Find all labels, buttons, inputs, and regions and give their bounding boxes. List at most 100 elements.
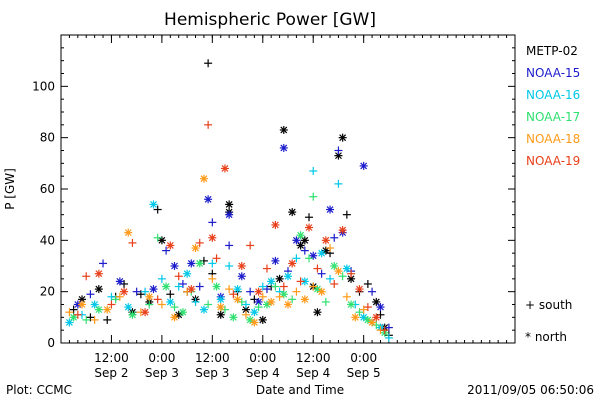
data-point <box>275 274 284 283</box>
data-point <box>271 220 280 229</box>
data-point <box>342 292 351 301</box>
data-point <box>338 226 347 235</box>
y-tick-label: 40 <box>40 233 55 247</box>
data-point <box>372 313 381 322</box>
data-point <box>191 244 200 253</box>
data-point <box>309 192 318 201</box>
data-point <box>376 303 385 312</box>
x-tick-label-date: Sep 4 <box>296 366 330 380</box>
data-point <box>233 285 242 294</box>
plot-timestamp: 2011/09/05 06:50:06 <box>467 383 594 397</box>
plot-source-label: Plot: CCMC <box>6 383 72 397</box>
data-point <box>237 272 246 281</box>
data-point <box>157 274 166 283</box>
y-tick-label: 60 <box>40 182 55 196</box>
data-point <box>355 308 364 317</box>
x-tick-label-date: Sep 5 <box>347 366 381 380</box>
data-point <box>233 295 242 304</box>
data-point <box>296 241 305 250</box>
data-point <box>258 282 267 291</box>
x-tick-label-date: Sep 3 <box>145 366 179 380</box>
data-point <box>250 295 259 304</box>
data-point <box>195 238 204 247</box>
data-point <box>317 249 326 258</box>
data-point <box>204 120 213 129</box>
data-point <box>284 300 292 309</box>
data-point <box>128 238 137 247</box>
data-point <box>275 292 284 301</box>
data-point <box>372 297 381 306</box>
data-point <box>174 272 183 281</box>
y-tick-label: 80 <box>40 131 55 145</box>
data-point <box>288 259 297 268</box>
data-point <box>342 264 351 273</box>
data-point <box>145 292 154 301</box>
plot-frame <box>60 34 516 344</box>
data-point <box>220 305 229 314</box>
data-point <box>254 287 263 296</box>
data-point <box>212 254 221 263</box>
data-point <box>128 310 137 319</box>
x-tick-label-time: 0:00 <box>350 351 377 365</box>
data-point <box>153 205 162 214</box>
data-point <box>69 305 78 314</box>
y-tick-label: 100 <box>32 79 55 93</box>
legend-entry: NOAA-15 <box>526 66 581 80</box>
data-point <box>334 146 343 155</box>
data-point <box>212 282 221 291</box>
data-point <box>262 264 271 273</box>
data-point <box>313 308 322 317</box>
data-point <box>73 310 82 319</box>
data-point <box>78 300 87 309</box>
data-point <box>296 277 305 286</box>
data-point <box>183 287 192 296</box>
data-point <box>90 300 99 309</box>
data-point <box>65 308 74 317</box>
data-point <box>296 231 305 240</box>
legend-entry: METP-02 <box>526 44 578 58</box>
data-point <box>292 287 301 296</box>
data-point <box>363 279 372 288</box>
x-tick-label-time: 0:00 <box>148 351 175 365</box>
x-tick-label-date: Sep 4 <box>246 366 280 380</box>
data-point <box>317 287 326 296</box>
x-tick-label-time: 12:00 <box>94 351 129 365</box>
data-point <box>271 256 280 265</box>
legend-entry: NOAA-16 <box>526 88 581 102</box>
data-point <box>338 272 347 281</box>
data-point <box>334 179 343 188</box>
data-point <box>267 297 276 306</box>
data-point <box>141 308 150 317</box>
data-point <box>90 315 99 324</box>
marker-legend-entry: + south <box>525 298 573 312</box>
data-point <box>69 313 78 322</box>
data-point <box>86 290 95 299</box>
data-point <box>271 282 280 291</box>
data-point <box>103 315 112 324</box>
data-point <box>204 59 213 68</box>
data-point <box>384 333 393 342</box>
legend-entry: NOAA-19 <box>526 154 581 168</box>
data-point <box>372 321 381 330</box>
data-point <box>178 279 187 288</box>
data-point <box>199 256 208 265</box>
data-point <box>208 233 217 242</box>
data-point <box>216 303 225 312</box>
data-point <box>199 305 208 314</box>
data-point <box>363 303 372 312</box>
data-point <box>132 287 141 296</box>
data-point <box>241 310 250 319</box>
data-point <box>166 241 175 250</box>
data-point <box>359 161 368 170</box>
data-point <box>216 295 225 304</box>
data-point <box>321 236 330 245</box>
data-point <box>326 274 335 283</box>
data-point <box>225 262 234 270</box>
data-point <box>229 313 238 322</box>
data-point <box>246 241 255 250</box>
data-point <box>300 295 309 304</box>
data-point <box>288 295 297 304</box>
data-point <box>208 274 217 283</box>
data-point <box>225 285 234 294</box>
data-point <box>355 285 364 294</box>
